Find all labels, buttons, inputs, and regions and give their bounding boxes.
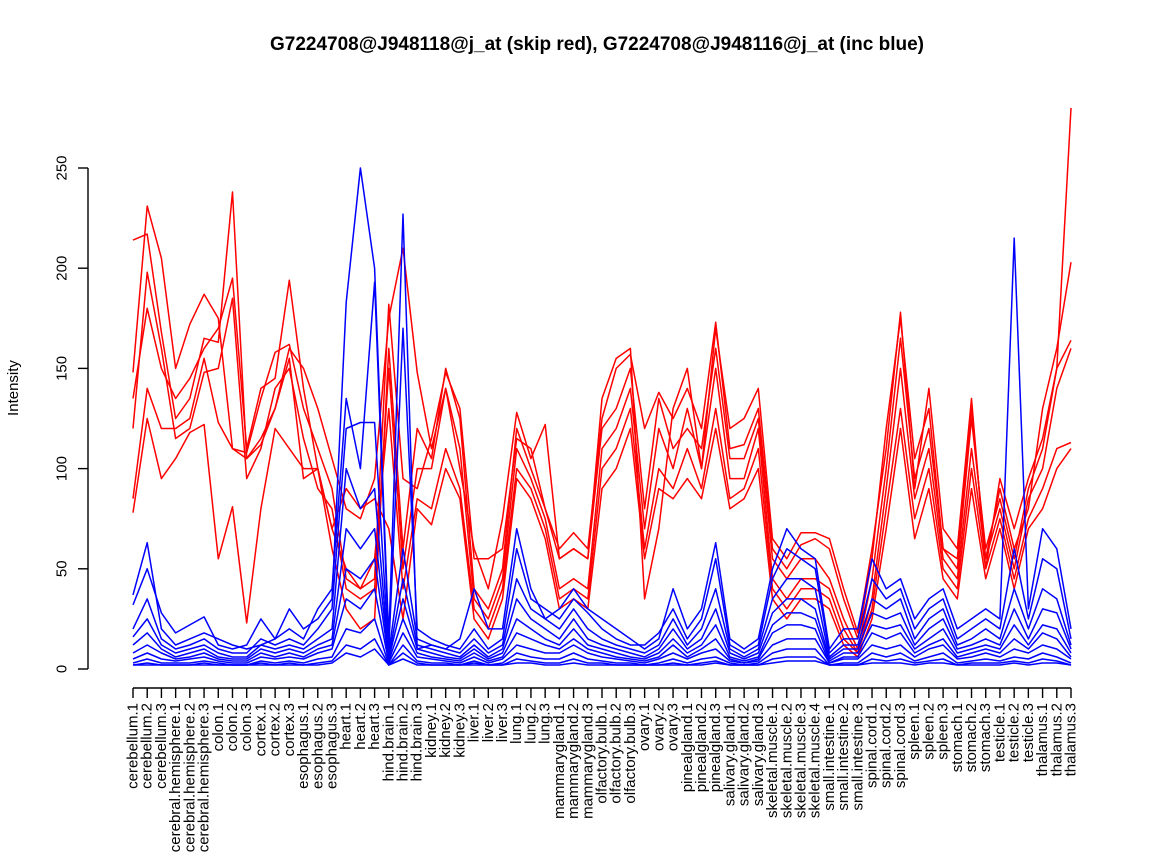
x-tick-label: pinealgland.3 xyxy=(707,703,724,792)
x-tick-label: salivary.gland.1 xyxy=(721,703,738,806)
series-line-inc-10 xyxy=(132,467,1072,660)
x-tick-label: colon.3 xyxy=(238,703,255,751)
x-tick-label: cerebellum.3 xyxy=(153,703,170,789)
series-line-skip-6 xyxy=(132,417,1072,658)
x-tick-label: olfactory.bulb.2 xyxy=(608,703,625,804)
series-line-inc-8 xyxy=(132,281,1072,654)
x-tick-label: pinealgland.2 xyxy=(693,703,710,792)
x-tick-label: ovary.2 xyxy=(650,703,667,751)
y-tick-label: 150 xyxy=(54,356,71,381)
series-line-inc-7 xyxy=(132,167,1072,650)
x-tick-label: ovary.1 xyxy=(636,703,653,751)
x-tick-label: spleen.3 xyxy=(935,703,952,760)
x-tick-label: cerebral.hemisphere.1 xyxy=(167,703,184,852)
series-line-inc-12 xyxy=(132,558,1072,664)
x-tick-label: thalamus.3 xyxy=(1063,703,1080,776)
x-tick-label: thalamus.1 xyxy=(1034,703,1051,776)
x-tick-label: testicle.2 xyxy=(1006,703,1023,762)
x-tick-label: small.intestine.3 xyxy=(849,703,866,811)
x-tick-label: spleen.1 xyxy=(906,703,923,760)
x-tick-label: skeletal.muscle.3 xyxy=(793,703,810,818)
x-tick-label: lung.3 xyxy=(537,703,554,744)
series-line-skip-3 xyxy=(132,277,1072,650)
axes-layer: 050100150200250cerebellum.1cerebellum.2c… xyxy=(54,155,1080,852)
x-tick-label: kidney.1 xyxy=(423,703,440,758)
x-tick-label: hind.brain.2 xyxy=(395,703,412,781)
x-tick-label: stomach.2 xyxy=(963,703,980,772)
x-tick-label: cerebral.hemisphere.2 xyxy=(181,703,198,852)
x-tick-label: heart.3 xyxy=(366,703,383,750)
y-tick-label: 100 xyxy=(54,456,71,481)
series-line-skip-4 xyxy=(132,271,1072,654)
x-tick-label: testicle.3 xyxy=(1020,703,1037,762)
x-tick-label: cortex.3 xyxy=(281,703,298,756)
x-tick-label: liver.3 xyxy=(494,703,511,742)
x-tick-label: stomach.1 xyxy=(949,703,966,772)
series-line-inc-16 xyxy=(133,648,1072,666)
x-tick-label: small.intestine.1 xyxy=(821,703,838,811)
y-tick-label: 50 xyxy=(54,560,71,577)
x-tick-label: colon.2 xyxy=(224,703,241,751)
x-tick-label: hind.brain.3 xyxy=(409,703,426,781)
x-tick-label: testicle.1 xyxy=(991,703,1008,762)
x-tick-label: pinealgland.1 xyxy=(679,703,696,792)
x-tick-label: liver.2 xyxy=(480,703,497,742)
x-tick-label: skeletal.muscle.4 xyxy=(807,703,824,818)
x-tick-label: cortex.1 xyxy=(252,703,269,756)
series-line-inc-9 xyxy=(132,421,1072,658)
x-tick-label: spleen.2 xyxy=(920,703,937,760)
x-tick-label: thalamus.2 xyxy=(1048,703,1065,776)
series-line-inc-15 xyxy=(132,638,1072,666)
x-tick-label: cerebral.hemisphere.3 xyxy=(196,703,213,852)
series-line-inc-11 xyxy=(132,527,1072,662)
x-tick-label: esophagus.2 xyxy=(309,703,326,789)
x-tick-label: mammarygland.2 xyxy=(565,703,582,819)
x-tick-label: lung.2 xyxy=(522,703,539,744)
chart-title: G7224708@J948118@j_at (skip red), G72247… xyxy=(270,34,924,55)
y-axis-label: Intensity xyxy=(5,360,22,416)
x-tick-label: cerebellum.2 xyxy=(139,703,156,789)
series-line-inc-13 xyxy=(132,588,1072,664)
y-tick-label: 250 xyxy=(54,155,71,180)
series-line-skip-1 xyxy=(132,107,1072,634)
x-tick-label: kidney.3 xyxy=(451,703,468,758)
x-tick-label: salivary.gland.3 xyxy=(750,703,767,806)
x-tick-label: salivary.gland.2 xyxy=(736,703,753,806)
x-tick-label: hind.brain.1 xyxy=(380,703,397,781)
x-tick-label: lung.1 xyxy=(508,703,525,744)
x-tick-label: heart.2 xyxy=(352,703,369,750)
x-tick-label: skeletal.muscle.2 xyxy=(778,703,795,818)
x-tick-label: heart.1 xyxy=(338,703,355,750)
x-tick-label: mammarygland.1 xyxy=(551,703,568,819)
series-layer xyxy=(132,107,1072,666)
x-tick-label: ovary.3 xyxy=(665,703,682,751)
x-tick-label: esophagus.3 xyxy=(324,703,341,789)
x-tick-label: cerebellum.1 xyxy=(125,703,142,789)
x-tick-label: colon.1 xyxy=(210,703,227,751)
y-tick-label: 0 xyxy=(54,665,71,673)
x-tick-label: olfactory.bulb.1 xyxy=(594,703,611,804)
x-tick-label: spinal.cord.1 xyxy=(864,703,881,788)
x-tick-label: liver.1 xyxy=(466,703,483,742)
x-tick-label: spinal.cord.3 xyxy=(892,703,909,788)
x-tick-label: kidney.2 xyxy=(437,703,454,758)
x-tick-label: small.intestine.2 xyxy=(835,703,852,811)
x-tick-label: stomach.3 xyxy=(977,703,994,772)
series-line-inc-14 xyxy=(132,618,1072,666)
series-line-skip-5 xyxy=(132,357,1072,654)
x-tick-label: mammarygland.3 xyxy=(579,703,596,819)
x-tick-label: olfactory.bulb.3 xyxy=(622,703,639,804)
x-tick-label: skeletal.muscle.1 xyxy=(764,703,781,818)
x-tick-label: cortex.2 xyxy=(267,703,284,756)
y-tick-label: 200 xyxy=(54,256,71,281)
x-tick-label: esophagus.1 xyxy=(295,703,312,789)
x-tick-label: spinal.cord.2 xyxy=(878,703,895,788)
series-line-skip-2 xyxy=(132,205,1072,640)
